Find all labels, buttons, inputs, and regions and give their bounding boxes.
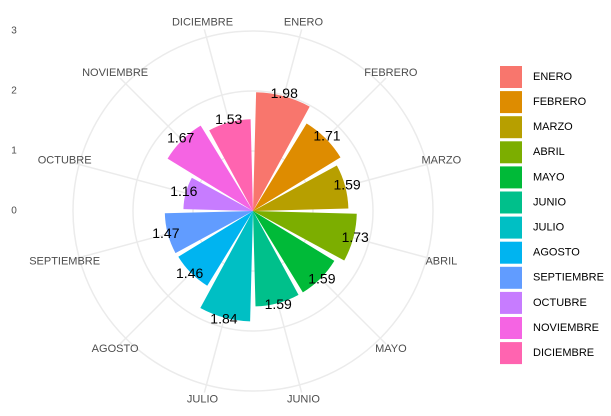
x-tick-label: ABRIL	[425, 255, 457, 267]
bar	[253, 211, 357, 261]
x-tick-label: DICIEMBRE	[172, 17, 233, 29]
legend-key	[500, 91, 522, 114]
value-label: 1.59	[265, 296, 292, 312]
y-tick-label: 1	[11, 146, 17, 157]
legend-label: NOVIEMBRE	[533, 322, 599, 334]
x-tick-label: MARZO	[421, 154, 461, 166]
bar	[209, 119, 253, 211]
legend-key	[500, 116, 522, 139]
legend-key	[500, 141, 522, 164]
x-tick-label: OCTUBRE	[38, 154, 92, 166]
legend-label: FEBRERO	[533, 96, 587, 108]
bar	[167, 125, 253, 211]
legend-key	[500, 216, 522, 239]
value-label: 1.84	[210, 310, 237, 326]
x-tick-label: NOVIEMBRE	[82, 67, 148, 79]
bar	[253, 92, 310, 211]
x-tick-label: MAYO	[375, 343, 407, 355]
x-tick-label: JULIO	[187, 393, 219, 405]
bar	[178, 211, 253, 286]
legend-key	[500, 342, 522, 365]
value-label: 1.59	[308, 271, 335, 287]
bar	[253, 165, 349, 211]
y-tick-label: 0	[11, 206, 17, 217]
x-tick-label: SEPTIEMBRE	[29, 255, 100, 267]
bar	[164, 211, 253, 254]
bar	[253, 123, 341, 211]
x-tick-label: ENERO	[284, 17, 324, 29]
x-tick-label: JUNIO	[287, 393, 320, 405]
legend-label: ENERO	[533, 71, 573, 83]
value-label: 1.53	[215, 111, 242, 127]
value-label: 1.73	[342, 229, 369, 245]
legend-label: SEPTIEMBRE	[533, 272, 604, 284]
grid-circle	[192, 150, 314, 272]
legend-key	[500, 241, 522, 264]
legend-key	[500, 291, 522, 314]
value-label: 1.46	[176, 265, 203, 281]
y-tick-label: 3	[11, 26, 17, 37]
legend-label: MAYO	[533, 171, 565, 183]
value-label: 1.59	[333, 176, 360, 192]
value-label: 1.16	[170, 183, 197, 199]
legend-key	[500, 66, 522, 88]
x-tick-label: AGOSTO	[92, 343, 139, 355]
legend-label: ABRIL	[533, 146, 565, 158]
legend-key	[500, 266, 522, 289]
x-tick-label: FEBRERO	[364, 67, 418, 79]
bar	[253, 211, 299, 307]
bar	[183, 177, 253, 211]
bar	[200, 211, 253, 322]
legend-label: OCTUBRE	[533, 297, 587, 309]
grid-circle	[132, 90, 374, 332]
y-tick-label: 2	[11, 86, 17, 97]
grid-circle	[72, 30, 434, 392]
legend-label: AGOSTO	[533, 247, 580, 259]
legend-label: MARZO	[533, 121, 573, 133]
legend-label: JUNIO	[533, 196, 566, 208]
value-label: 1.47	[152, 225, 179, 241]
legend-key	[500, 317, 522, 339]
bar	[253, 211, 335, 293]
legend-label: DICIEMBRE	[533, 347, 594, 359]
value-label: 1.71	[313, 128, 340, 144]
legend-key	[500, 166, 522, 189]
value-label: 1.98	[271, 85, 298, 101]
legend-label: JULIO	[533, 222, 565, 234]
legend-key	[500, 191, 522, 214]
value-label: 1.67	[167, 129, 194, 145]
